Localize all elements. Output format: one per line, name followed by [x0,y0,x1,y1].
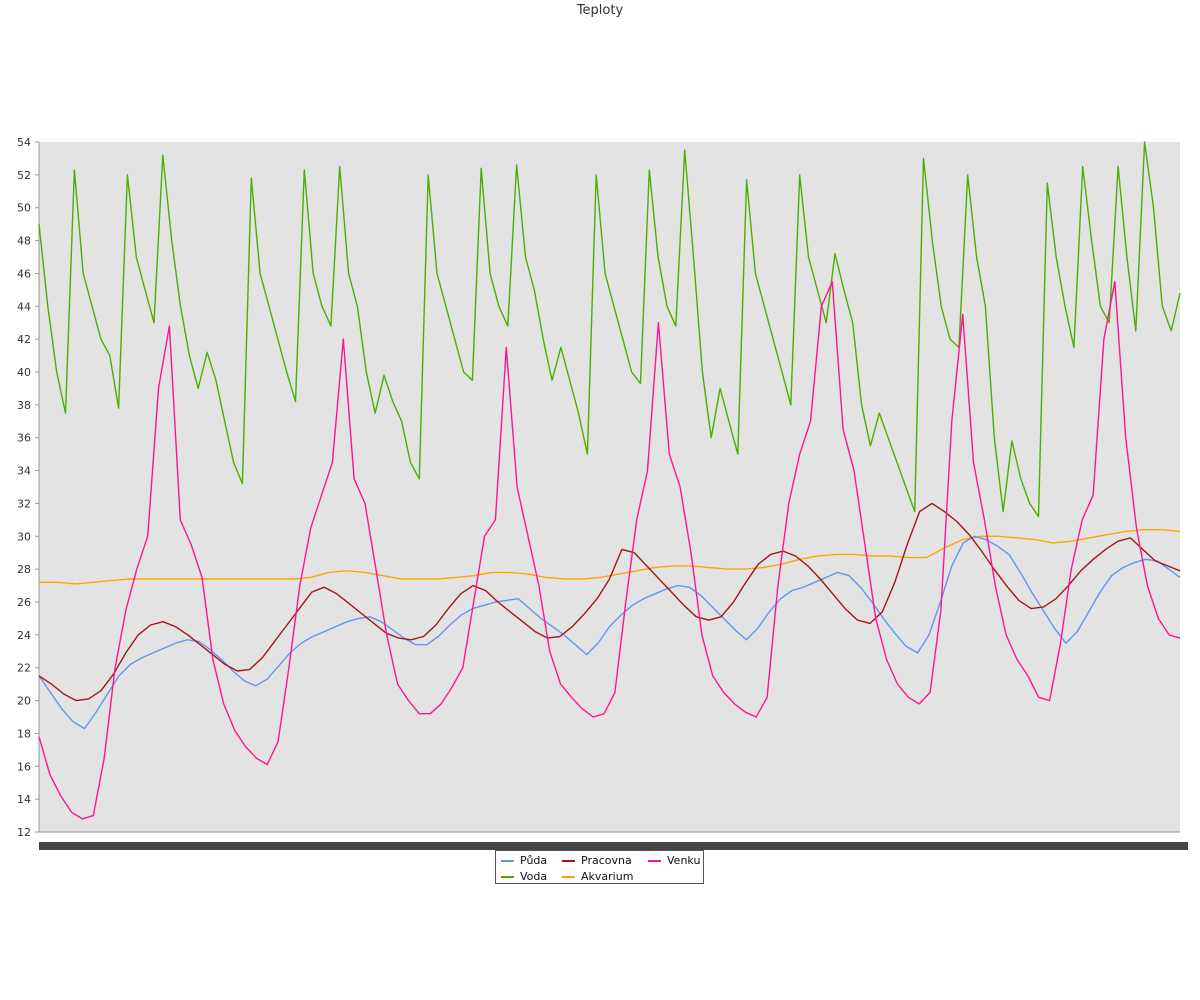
y-tick-label: 34 [17,465,31,478]
y-tick-label: 14 [17,793,31,806]
y-tick-label: 26 [17,596,31,609]
chart-title: Teploty [576,3,624,18]
legend: Půda Pracovna Venku Voda Akvarium [495,850,704,884]
series-line-venku [38,280,1181,820]
y-tick-label: 48 [17,235,31,248]
y-tick-label: 36 [17,432,31,445]
legend-item: Voda [501,870,547,883]
legend-label: Pracovna [581,854,632,867]
legend-swatch [501,860,514,862]
legend-item: Pracovna [562,854,632,867]
series-line-pracovna [38,502,1181,702]
legend-label: Půda [520,854,548,867]
y-tick-label: 50 [17,202,31,215]
legend-label: Voda [520,870,548,883]
y-tick-label: 22 [17,662,31,675]
legend-item: Akvarium [562,870,633,883]
legend-item: Venku [648,854,700,867]
x-tick-label-band [39,842,1188,850]
y-tick-label: 32 [17,497,31,510]
y-tick-label: 44 [17,300,31,313]
y-tick-label: 12 [17,826,31,839]
y-tick-label: 16 [17,760,31,773]
y-tick-label: 42 [17,333,31,346]
plot-area [39,142,1180,832]
y-tick-label: 38 [17,399,31,412]
series-line-voda [38,141,1181,518]
y-tick-label: 40 [17,366,31,379]
y-tick-label: 24 [17,629,31,642]
legend-label: Venku [667,854,701,867]
y-tick-label: 20 [17,695,31,708]
y-tick-label: 54 [17,136,31,149]
y-tick-label: 18 [17,727,31,740]
legend-swatch [562,860,575,862]
legend-swatch [562,876,575,878]
legend-swatch [501,876,514,878]
y-tick-label: 30 [17,530,31,543]
series-line-akvarium [39,529,1181,585]
y-tick-label: 52 [17,169,31,182]
legend-swatch [648,860,661,862]
legend-item: Půda [501,854,547,867]
y-tick-label: 28 [17,563,31,576]
legend-label: Akvarium [581,870,634,883]
y-tick-label: 46 [17,267,31,280]
